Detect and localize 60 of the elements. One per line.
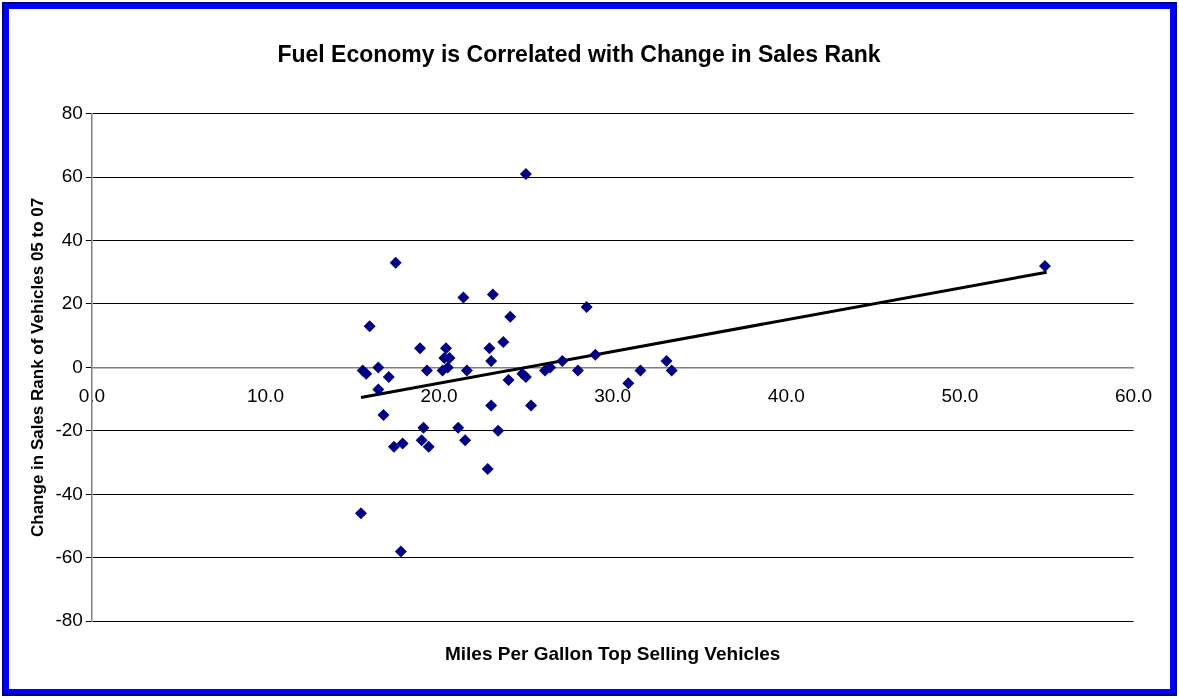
- point: [504, 310, 517, 323]
- point: [486, 288, 499, 301]
- y-tick-label: -20: [55, 419, 83, 441]
- point: [372, 361, 385, 374]
- x-axis-title: Miles Per Gallon Top Selling Vehicles: [444, 642, 781, 664]
- y-tick-label: 60: [61, 165, 83, 187]
- point: [485, 399, 498, 412]
- point: [387, 440, 400, 453]
- point: [420, 364, 433, 377]
- y-axis-title: Change in Sales Rank of Vehicles 05 to 07: [27, 197, 47, 537]
- x-tick-label: 50.0: [941, 385, 979, 407]
- point: [492, 424, 505, 437]
- point: [502, 374, 515, 387]
- point: [485, 355, 498, 368]
- point: [460, 364, 473, 377]
- y-tick-label: 40: [61, 228, 83, 250]
- point: [363, 320, 376, 333]
- point: [422, 440, 435, 453]
- point: [1038, 259, 1051, 272]
- y-tick-label: -60: [55, 545, 83, 567]
- point: [622, 377, 635, 390]
- y-tick-label: 20: [61, 292, 83, 314]
- point: [354, 507, 367, 520]
- point: [457, 291, 470, 304]
- point: [589, 348, 602, 361]
- point: [556, 355, 569, 368]
- x-tick-label: 30.0: [594, 385, 632, 407]
- x-tick-label: 60.0: [1115, 385, 1152, 407]
- y-tick-label: 80: [61, 101, 83, 123]
- point: [483, 342, 496, 355]
- point: [382, 370, 395, 383]
- point: [372, 383, 385, 396]
- point: [396, 437, 409, 450]
- y-tick-label: -40: [55, 482, 83, 504]
- point: [377, 408, 390, 421]
- x-tick-label: 40.0: [767, 385, 805, 407]
- point: [413, 342, 426, 355]
- point: [415, 434, 428, 447]
- x-tick-label: 10.0: [246, 385, 284, 407]
- point: [497, 336, 510, 349]
- x-tick-label: 0.0: [78, 385, 106, 407]
- point: [394, 545, 407, 558]
- point: [481, 462, 494, 475]
- point: [417, 421, 430, 434]
- point: [459, 434, 472, 447]
- point: [519, 167, 532, 180]
- point: [660, 355, 673, 368]
- point: [452, 421, 465, 434]
- point: [665, 364, 678, 377]
- point: [580, 301, 593, 314]
- x-tick-label: 20.0: [420, 385, 458, 407]
- point: [634, 364, 647, 377]
- point: [571, 364, 584, 377]
- point: [525, 399, 538, 412]
- point: [360, 367, 373, 380]
- point: [440, 342, 453, 355]
- chart-title: Fuel Economy is Correlated with Change in Sales Rank: [277, 41, 881, 68]
- point: [389, 256, 402, 269]
- y-tick-label: -80: [55, 609, 83, 631]
- y-tick-label: 0: [72, 355, 83, 377]
